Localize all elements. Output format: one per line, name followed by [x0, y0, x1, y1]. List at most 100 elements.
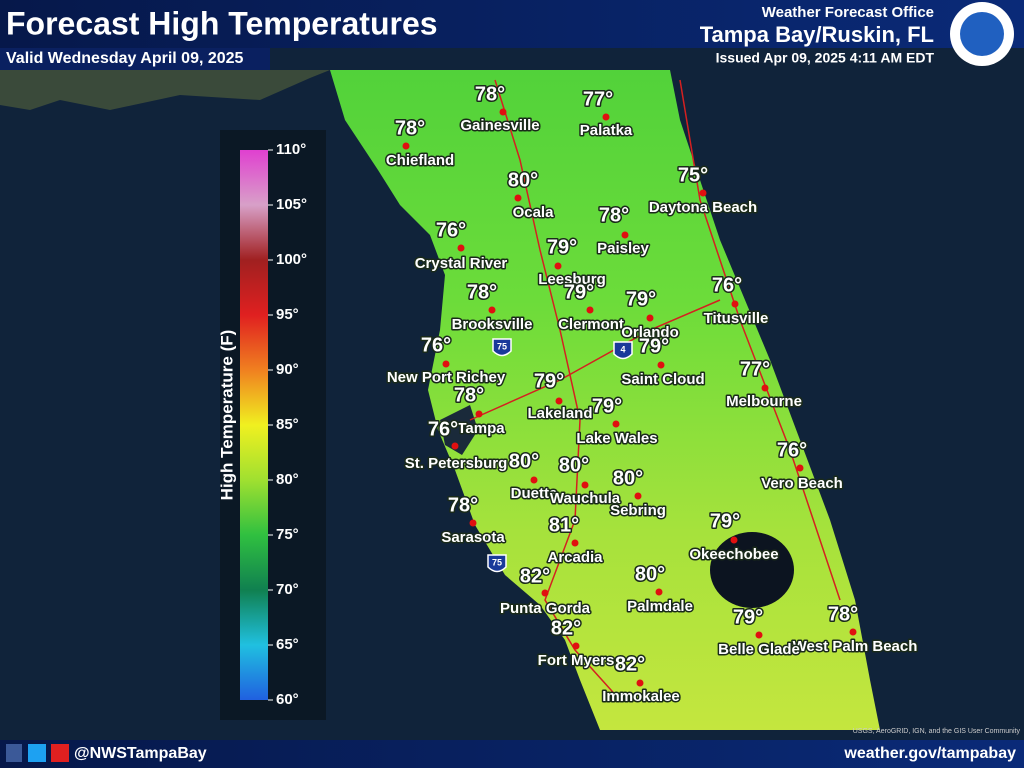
city-name: Melbourne	[726, 393, 802, 410]
city-temp: 79°	[626, 288, 656, 310]
city-dot	[571, 539, 579, 547]
city-temp: 80°	[635, 563, 665, 585]
legend-scale	[240, 150, 268, 700]
city-name: Daytona Beach	[649, 199, 757, 216]
city-name: Palmdale	[627, 598, 693, 615]
city-name: Palatka	[580, 122, 633, 139]
city-temp: 79°	[564, 281, 594, 303]
city-name: Clermont	[558, 316, 624, 333]
city-name: Ocala	[513, 204, 555, 221]
city-dot	[554, 262, 562, 270]
city-dot	[581, 481, 589, 489]
city-dot	[796, 464, 804, 472]
city-dot	[572, 642, 580, 650]
city-dot	[657, 361, 665, 369]
city-temp: 79°	[733, 606, 763, 628]
city-name: Arcadia	[547, 549, 603, 566]
city-name: St. Petersburg	[405, 455, 508, 472]
city-dot	[586, 306, 594, 314]
city-name: Sebring	[610, 502, 666, 519]
city-dot	[612, 420, 620, 428]
city-temp: 79°	[534, 370, 564, 392]
city-name: Vero Beach	[761, 475, 843, 492]
city-name: Punta Gorda	[500, 600, 591, 617]
city-name: Okeechobee	[689, 546, 778, 563]
city-temp: 78°	[448, 494, 478, 516]
city-temp: 82°	[551, 617, 581, 639]
city-temp: 78°	[828, 603, 858, 625]
legend-tick-label: 90°	[276, 361, 299, 378]
issued: Issued Apr 09, 2025 4:11 AM EDT	[716, 50, 935, 66]
city-dot	[488, 306, 496, 314]
title-bar	[0, 0, 1024, 48]
city-temp: 80°	[613, 467, 643, 489]
city-temp: 79°	[592, 395, 622, 417]
city-temp: 77°	[740, 358, 770, 380]
city-name: Leesburg	[538, 271, 606, 288]
city-name: Tampa	[457, 420, 505, 437]
city-temp: 75°	[678, 164, 708, 186]
city-temp: 78°	[395, 117, 425, 139]
city-dot	[602, 113, 610, 121]
city-dot	[655, 588, 663, 596]
city-name: Immokalee	[602, 688, 680, 705]
city-name: Fort Myers	[538, 652, 615, 669]
city-temp: 78°	[475, 83, 505, 105]
lake-okeechobee	[710, 532, 794, 608]
city-temp: 78°	[599, 204, 629, 226]
legend-tick-label: 105°	[276, 196, 307, 213]
city-temp: 79°	[547, 236, 577, 258]
facebook-icon[interactable]	[6, 744, 22, 762]
city-dot	[457, 244, 465, 252]
city-dot	[499, 108, 507, 116]
city-temp: 76°	[421, 334, 451, 356]
city-dot	[514, 194, 522, 202]
website[interactable]: weather.gov/tampabay	[843, 745, 1016, 762]
city-dot	[442, 360, 450, 368]
city-dot	[849, 628, 857, 636]
nws-logo-inner	[960, 12, 1004, 56]
twitter-icon[interactable]	[28, 744, 46, 762]
city-temp: 77°	[583, 88, 613, 110]
city-temp: 80°	[508, 169, 538, 191]
city-name: Duette	[511, 485, 558, 502]
shield-number: 4	[620, 344, 625, 354]
city-name: New Port Richey	[387, 369, 506, 386]
city-temp: 79°	[710, 510, 740, 532]
city-temp: 80°	[509, 450, 539, 472]
city-temp: 78°	[454, 384, 484, 406]
legend-tick-label: 95°	[276, 306, 299, 323]
interstate-shield	[487, 554, 507, 573]
youtube-icon[interactable]	[51, 744, 69, 762]
social-handle[interactable]: @NWSTampaBay	[74, 745, 207, 762]
legend-tick-label: 70°	[276, 581, 299, 598]
shield-number: 75	[497, 341, 507, 351]
city-name: Belle Glade	[718, 641, 800, 658]
valid-date: Valid Wednesday April 09, 2025	[6, 50, 244, 67]
city-temp: 76°	[777, 439, 807, 461]
city-dot	[530, 476, 538, 484]
legend-tick-label: 75°	[276, 526, 299, 543]
city-dot	[621, 231, 629, 239]
city-name: Titusville	[704, 310, 769, 327]
city-dot	[475, 410, 483, 418]
city-name: Lake Wales	[576, 430, 657, 447]
city-temp: 76°	[436, 219, 466, 241]
city-name: Brooksville	[452, 316, 533, 333]
city-temp: 82°	[520, 565, 550, 587]
city-dot	[555, 397, 563, 405]
city-name: Crystal River	[415, 255, 508, 272]
city-dot	[469, 519, 477, 527]
legend-tick-label: 80°	[276, 471, 299, 488]
city-name: Wauchula	[550, 490, 621, 507]
city-temp: 78°	[467, 281, 497, 303]
shield-number: 75	[492, 557, 502, 567]
city-name: Saint Cloud	[621, 371, 704, 388]
city-name: Gainesville	[460, 117, 539, 134]
city-dot	[699, 189, 707, 197]
tampa-bay	[440, 405, 478, 455]
legend-label: High Temperature (F)	[217, 330, 236, 501]
title: Forecast High Temperatures	[6, 5, 438, 41]
city-temp: 76°	[428, 418, 458, 440]
